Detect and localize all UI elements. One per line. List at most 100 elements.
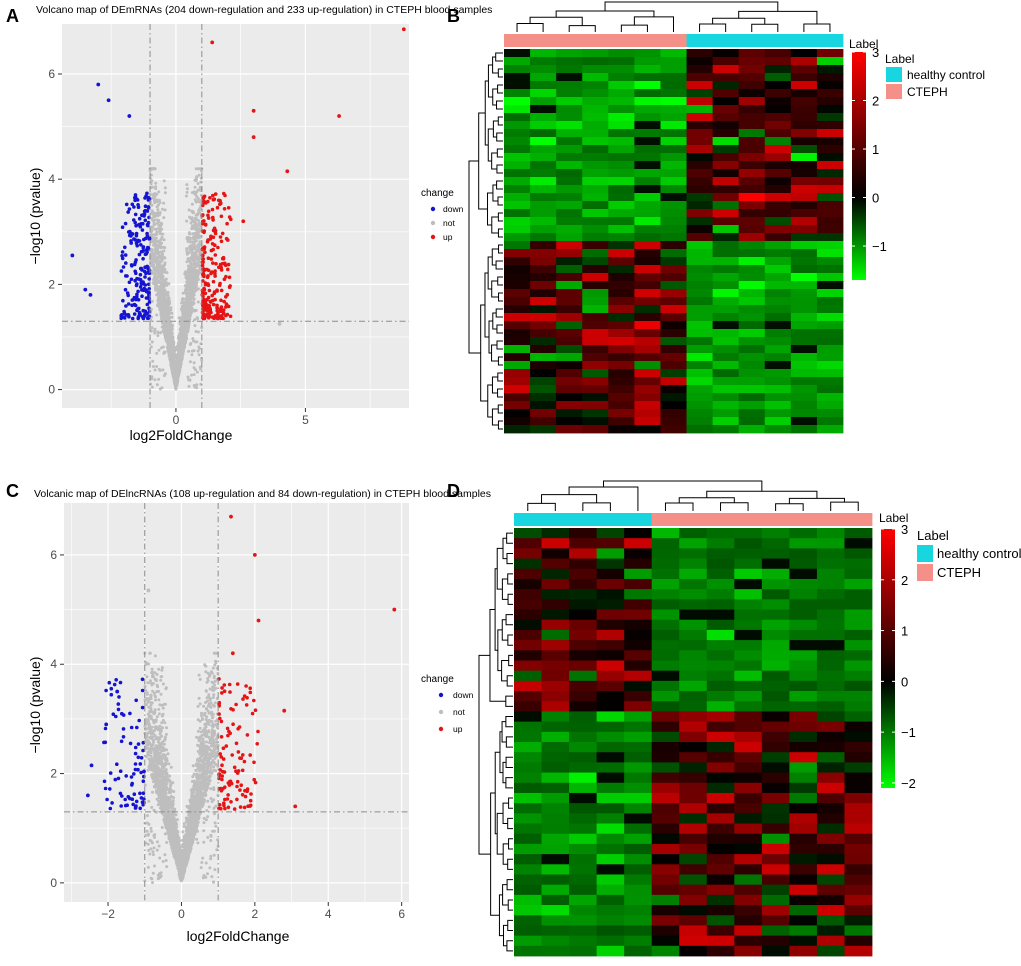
point-not bbox=[162, 238, 166, 242]
point-not bbox=[158, 275, 162, 279]
volcano-c-title: Volcanic map of DElncRNAs (108 up-regula… bbox=[34, 488, 491, 500]
point-up bbox=[226, 262, 231, 267]
point-not bbox=[180, 355, 184, 359]
point-not bbox=[155, 205, 159, 209]
point-not bbox=[196, 197, 200, 201]
point-not bbox=[162, 216, 166, 220]
point-not bbox=[154, 284, 158, 287]
point-down bbox=[147, 300, 152, 305]
point-down bbox=[123, 221, 128, 226]
point-not bbox=[185, 236, 189, 239]
point-not bbox=[149, 173, 153, 177]
point-not bbox=[200, 209, 204, 212]
point-up bbox=[206, 216, 211, 220]
point-up bbox=[217, 283, 222, 288]
point-not bbox=[161, 207, 164, 211]
point-not bbox=[193, 178, 197, 182]
point-down bbox=[147, 277, 151, 281]
point-not bbox=[186, 303, 190, 307]
point-up bbox=[208, 196, 212, 200]
point-not bbox=[154, 268, 157, 272]
point-not bbox=[194, 239, 198, 243]
point-not bbox=[199, 176, 203, 180]
point-not bbox=[182, 302, 186, 306]
point-up-outlier bbox=[210, 40, 215, 45]
point-not bbox=[205, 740, 208, 744]
point-down bbox=[137, 222, 141, 227]
point-not bbox=[207, 711, 211, 715]
point-not bbox=[162, 374, 166, 378]
point-down bbox=[135, 292, 139, 297]
point-up-outlier bbox=[241, 219, 246, 224]
y-tick-label: 0 bbox=[48, 383, 55, 397]
point-down-outlier bbox=[88, 293, 93, 297]
point-up bbox=[211, 279, 216, 284]
point-not bbox=[186, 330, 190, 334]
point-not bbox=[165, 271, 169, 275]
point-down bbox=[123, 287, 128, 292]
point-not bbox=[177, 347, 181, 351]
point-up bbox=[205, 240, 210, 244]
point-not bbox=[195, 386, 199, 390]
point-not bbox=[148, 761, 152, 765]
point-down bbox=[120, 313, 124, 317]
point-up bbox=[215, 205, 220, 210]
point-not bbox=[156, 221, 160, 225]
point-up bbox=[211, 197, 216, 202]
point-not bbox=[171, 781, 175, 785]
point-not bbox=[163, 305, 167, 309]
point-up bbox=[211, 215, 215, 220]
point-not bbox=[159, 796, 163, 800]
point-down bbox=[126, 293, 130, 298]
point-down bbox=[123, 245, 127, 250]
point-down bbox=[139, 281, 144, 285]
point-up-outlier bbox=[251, 108, 256, 113]
point-not bbox=[182, 822, 186, 826]
point-down bbox=[124, 274, 128, 278]
point-not bbox=[210, 720, 214, 723]
point-not bbox=[192, 219, 196, 223]
point-up bbox=[203, 305, 207, 310]
point-not bbox=[191, 764, 195, 768]
point-not bbox=[192, 293, 196, 297]
point-not bbox=[205, 680, 209, 684]
point-not bbox=[171, 353, 175, 357]
point-not bbox=[177, 342, 181, 346]
point-not bbox=[153, 654, 157, 658]
point-not bbox=[184, 194, 188, 198]
point-up bbox=[203, 222, 208, 227]
point-not bbox=[163, 295, 166, 299]
point-not bbox=[157, 297, 161, 301]
point-not bbox=[190, 202, 194, 206]
point-not bbox=[162, 322, 166, 326]
point-not bbox=[163, 278, 167, 282]
point-down bbox=[133, 278, 137, 283]
point-not bbox=[180, 345, 184, 349]
point-not bbox=[152, 281, 156, 285]
point-down bbox=[145, 245, 150, 250]
legend-a-not-dot bbox=[430, 220, 436, 226]
point-not bbox=[189, 342, 193, 345]
point-not bbox=[162, 249, 166, 253]
point-not bbox=[186, 268, 190, 272]
point-not bbox=[156, 330, 160, 334]
point-down bbox=[133, 303, 138, 308]
legend-a-up-label: up bbox=[443, 232, 453, 242]
point-not bbox=[156, 262, 160, 266]
point-not bbox=[192, 384, 196, 387]
point-not bbox=[209, 670, 213, 674]
point-up bbox=[204, 201, 208, 205]
point-not bbox=[193, 234, 197, 238]
point-not bbox=[192, 256, 196, 260]
point-down bbox=[138, 285, 143, 289]
point-down bbox=[143, 236, 148, 241]
point-not bbox=[194, 330, 198, 333]
point-not bbox=[213, 663, 217, 667]
point-not bbox=[156, 245, 160, 249]
point-not bbox=[180, 301, 184, 305]
point-not bbox=[185, 187, 189, 191]
point-not bbox=[187, 278, 191, 282]
point-not bbox=[151, 359, 155, 363]
point-not bbox=[154, 236, 158, 240]
point-down bbox=[120, 225, 125, 229]
